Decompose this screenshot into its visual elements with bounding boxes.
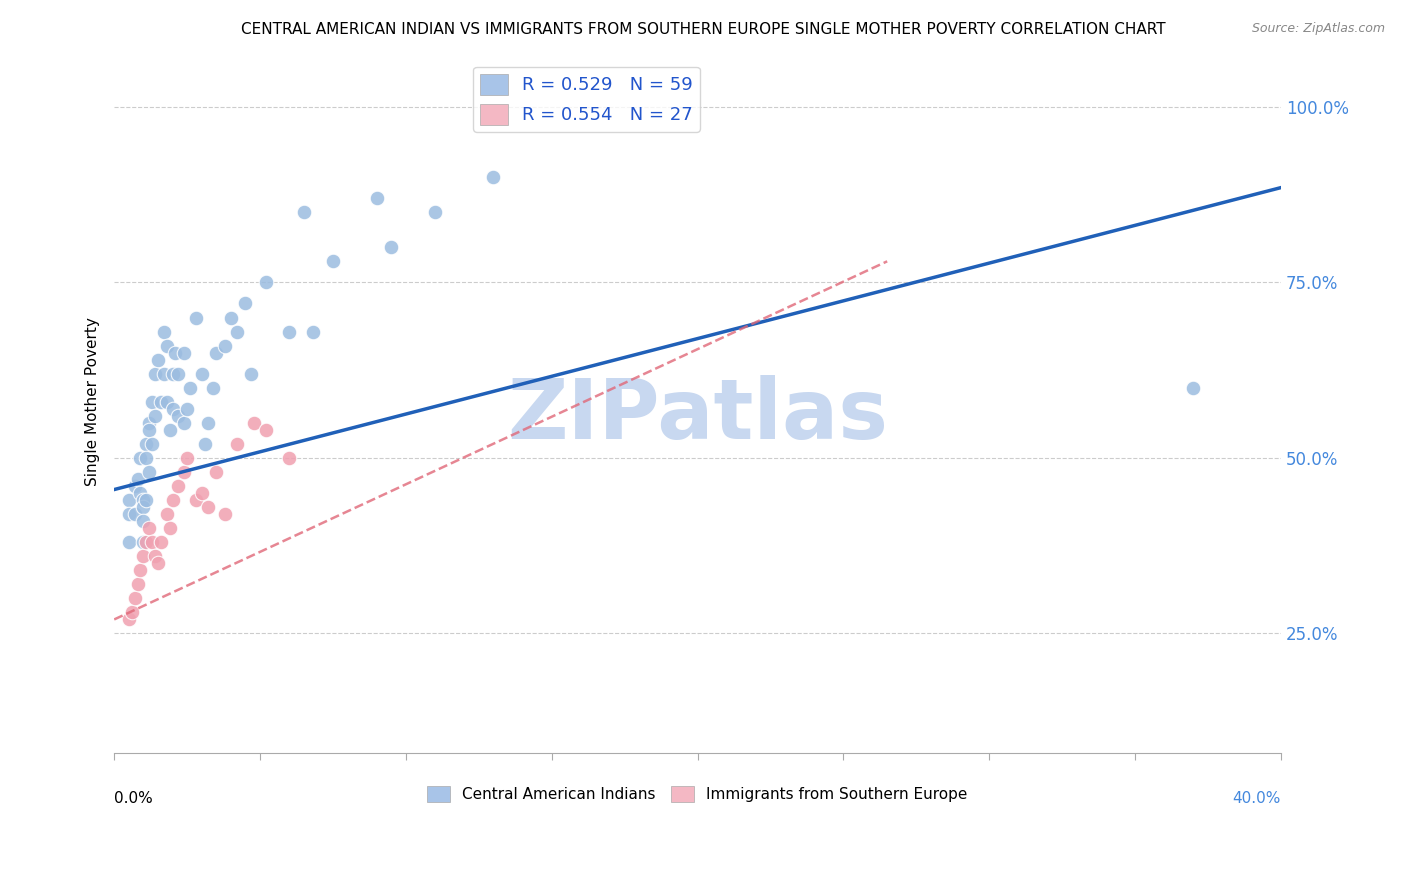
Point: [146, 352, 169, 367]
Point: [202, 381, 225, 395]
Point: [162, 367, 184, 381]
Point: [278, 325, 301, 339]
Point: [167, 367, 190, 381]
Point: [482, 170, 505, 185]
Y-axis label: Single Mother Poverty: Single Mother Poverty: [86, 318, 100, 486]
Point: [167, 409, 190, 423]
Point: [143, 367, 166, 381]
Point: [118, 535, 141, 549]
Point: [366, 191, 388, 205]
Point: [132, 535, 155, 549]
Point: [156, 338, 179, 352]
Point: [225, 437, 247, 451]
Point: [173, 416, 195, 430]
Point: [156, 507, 179, 521]
Point: [301, 325, 323, 339]
Text: 0.0%: 0.0%: [114, 791, 153, 806]
Point: [179, 381, 201, 395]
Point: [184, 493, 207, 508]
Text: Source: ZipAtlas.com: Source: ZipAtlas.com: [1251, 22, 1385, 36]
Point: [190, 367, 212, 381]
Point: [132, 493, 155, 508]
Point: [184, 310, 207, 325]
Point: [219, 310, 242, 325]
Point: [118, 612, 141, 626]
Point: [152, 325, 174, 339]
Point: [138, 416, 160, 430]
Point: [176, 450, 198, 465]
Point: [225, 325, 247, 339]
Point: [240, 367, 263, 381]
Point: [322, 254, 344, 268]
Text: CENTRAL AMERICAN INDIAN VS IMMIGRANTS FROM SOUTHERN EUROPE SINGLE MOTHER POVERTY: CENTRAL AMERICAN INDIAN VS IMMIGRANTS FR…: [240, 22, 1166, 37]
Point: [176, 401, 198, 416]
Point: [1182, 381, 1205, 395]
Point: [173, 465, 195, 479]
Point: [118, 493, 141, 508]
Point: [138, 521, 160, 535]
Point: [143, 409, 166, 423]
Point: [127, 472, 149, 486]
Point: [124, 507, 146, 521]
Point: [205, 465, 228, 479]
Point: [121, 606, 143, 620]
Point: [124, 479, 146, 493]
Point: [254, 276, 277, 290]
Point: [138, 423, 160, 437]
Point: [124, 591, 146, 606]
Point: [118, 507, 141, 521]
Point: [135, 535, 157, 549]
Point: [132, 514, 155, 528]
Point: [159, 521, 181, 535]
Point: [159, 423, 181, 437]
Point: [197, 416, 219, 430]
Point: [129, 563, 152, 577]
Point: [167, 479, 190, 493]
Point: [380, 240, 402, 254]
Point: [197, 500, 219, 514]
Point: [214, 507, 236, 521]
Point: [162, 401, 184, 416]
Point: [149, 535, 172, 549]
Point: [152, 367, 174, 381]
Point: [138, 465, 160, 479]
Point: [129, 486, 152, 500]
Point: [143, 549, 166, 564]
Point: [141, 437, 163, 451]
Point: [254, 423, 277, 437]
Point: [129, 450, 152, 465]
Text: ZIPatlas: ZIPatlas: [508, 376, 889, 457]
Point: [243, 416, 266, 430]
Point: [162, 493, 184, 508]
Point: [135, 437, 157, 451]
Point: [156, 394, 179, 409]
Point: [141, 394, 163, 409]
Point: [190, 486, 212, 500]
Point: [135, 450, 157, 465]
Point: [146, 556, 169, 570]
Point: [194, 437, 217, 451]
Point: [278, 450, 301, 465]
Point: [205, 345, 228, 359]
Point: [132, 500, 155, 514]
Point: [141, 535, 163, 549]
Legend: R = 0.529   N = 59, R = 0.554   N = 27: R = 0.529 N = 59, R = 0.554 N = 27: [474, 67, 700, 132]
Point: [214, 338, 236, 352]
Point: [235, 296, 257, 310]
Point: [423, 205, 446, 219]
Point: [127, 577, 149, 591]
Point: [135, 493, 157, 508]
Point: [149, 394, 172, 409]
Point: [165, 345, 187, 359]
Point: [173, 345, 195, 359]
Text: 40.0%: 40.0%: [1233, 791, 1281, 806]
Point: [292, 205, 315, 219]
Point: [132, 549, 155, 564]
